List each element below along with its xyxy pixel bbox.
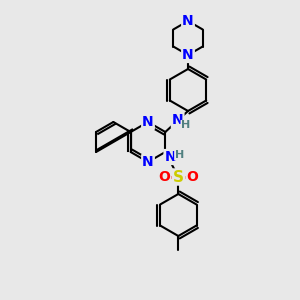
Text: N: N xyxy=(164,150,176,164)
Text: N: N xyxy=(182,48,194,62)
Text: N: N xyxy=(172,113,184,128)
Text: S: S xyxy=(173,169,184,184)
Text: H: H xyxy=(181,121,190,130)
Text: O: O xyxy=(158,170,170,184)
Text: N: N xyxy=(142,155,154,169)
Text: H: H xyxy=(175,150,184,160)
Text: N: N xyxy=(142,115,154,129)
Text: N: N xyxy=(182,14,194,28)
Text: O: O xyxy=(186,170,198,184)
